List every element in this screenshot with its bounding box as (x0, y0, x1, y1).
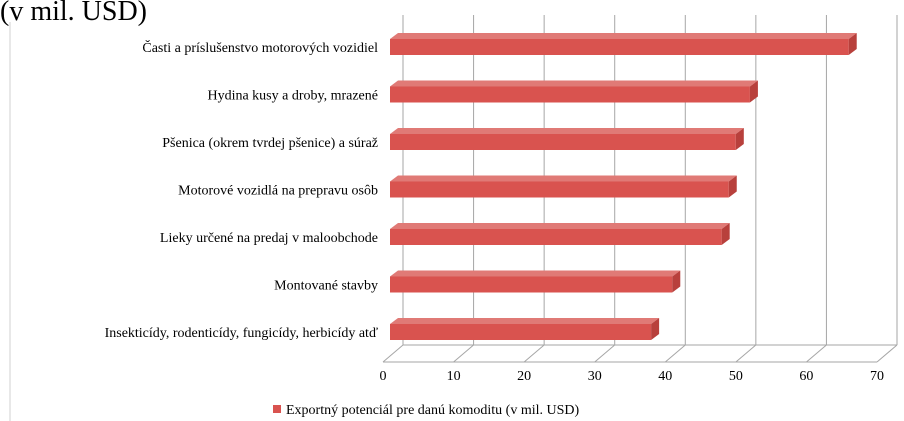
x-tick-label: 30 (588, 369, 602, 384)
bar-top (390, 80, 758, 87)
bar-side (672, 270, 681, 293)
floor-line (876, 344, 898, 363)
floor-line (806, 344, 827, 363)
bar (390, 223, 730, 245)
bar-front (390, 181, 729, 198)
x-tick-label: 60 (799, 369, 813, 384)
bar-side (728, 175, 737, 198)
y-tick-label: Motorové vozidlá na prepravu osôb (178, 184, 378, 199)
x-tick-label: 50 (729, 369, 743, 384)
bar-top (390, 33, 857, 39)
y-tick-label: Hydina kusy a droby, mrazené (207, 89, 378, 104)
bar-front (390, 229, 722, 245)
bar-front (390, 86, 750, 103)
x-tick-label: 20 (517, 369, 531, 384)
bar-top (390, 318, 660, 324)
bar (390, 318, 660, 340)
legend-label: Exportný potenciál pre danú komoditu (v … (286, 403, 580, 418)
floor-line (523, 344, 545, 363)
y-tick-label: Lieky určené na predaj v maloobchode (160, 231, 378, 246)
bar (390, 128, 744, 150)
floor-line (664, 344, 686, 363)
floor-line (453, 344, 474, 363)
floor-line (382, 344, 404, 363)
x-tick-label: 10 (447, 369, 461, 384)
bar (390, 175, 737, 198)
y-tick-label: Pšenica (okrem tvrdej pšenice) a súraž (162, 136, 378, 151)
x-tick-label: 0 (380, 369, 387, 384)
bar-side (848, 33, 857, 55)
bar-side (721, 223, 730, 245)
x-tick-label: 40 (658, 369, 672, 384)
bar-top (390, 270, 681, 277)
bar-front (390, 134, 736, 150)
bar (390, 270, 681, 293)
bar-top (390, 175, 737, 182)
bar-front (390, 276, 673, 293)
y-tick-label: Časti a príslušenstvo motorových vozidie… (142, 39, 378, 56)
bar-side (651, 318, 660, 340)
bar-front (390, 39, 849, 55)
bar-side (749, 80, 758, 103)
bar (390, 33, 857, 55)
bar-side (735, 128, 744, 150)
bar (390, 80, 758, 103)
y-tick-label: Montované stavby (274, 279, 378, 294)
chart-title: (v mil. USD) (0, 0, 147, 27)
bar-front (390, 324, 652, 340)
legend-swatch (273, 405, 281, 413)
bar-top (390, 223, 730, 229)
x-tick-label: 70 (870, 369, 884, 384)
floor-line (735, 344, 757, 363)
floor-line (594, 344, 616, 363)
bar-top (390, 128, 744, 134)
y-tick-label: Insekticídy, rodenticídy, fungicídy, her… (105, 326, 378, 341)
